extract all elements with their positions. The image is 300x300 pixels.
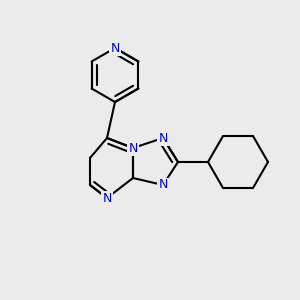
Text: N: N bbox=[110, 41, 120, 55]
Text: N: N bbox=[158, 178, 168, 191]
Text: N: N bbox=[158, 131, 168, 145]
Text: N: N bbox=[102, 191, 112, 205]
Text: N: N bbox=[128, 142, 138, 154]
